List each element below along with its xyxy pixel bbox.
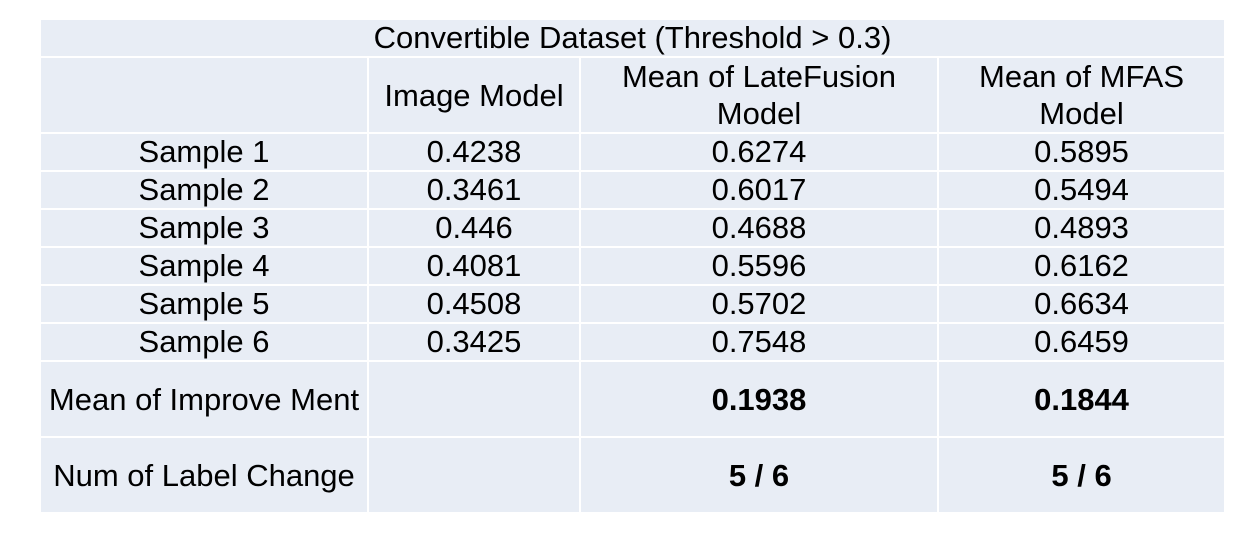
table-row: Sample 2 0.3461 0.6017 0.5494 [41, 170, 1225, 210]
table-cell: 5 / 6 [579, 436, 939, 512]
table-cell: 0.5702 [579, 284, 939, 324]
table-row: Sample 4 0.4081 0.5596 0.6162 [41, 246, 1225, 286]
table-cell: 0.6274 [579, 132, 939, 172]
row-label: Sample 1 [41, 132, 369, 172]
table-cell: 0.4688 [579, 208, 939, 248]
table-cell: 0.4081 [367, 246, 581, 286]
row-label: Sample 4 [41, 246, 369, 286]
table-cell: 0.6459 [936, 322, 1225, 362]
header-cell-corner [41, 56, 369, 134]
title-row: Convertible Dataset (Threshold > 0.3) [41, 20, 1225, 58]
table-cell: 0.446 [367, 208, 581, 248]
table-cell [367, 360, 581, 438]
header-row: Image Model Mean of LateFusion Model Mea… [41, 56, 1225, 134]
table-cell: 0.6017 [579, 170, 939, 210]
row-label: Sample 5 [41, 284, 369, 324]
table-row: Sample 1 0.4238 0.6274 0.5895 [41, 132, 1225, 172]
table-cell: 0.7548 [579, 322, 939, 362]
results-table: Convertible Dataset (Threshold > 0.3) Im… [41, 20, 1225, 512]
row-label: Num of Label Change [41, 436, 369, 512]
table-cell [367, 436, 581, 512]
table-cell: 0.3425 [367, 322, 581, 362]
table-row: Sample 5 0.4508 0.5702 0.6634 [41, 284, 1225, 324]
table-cell: 0.1844 [936, 360, 1225, 438]
table-cell: 0.6162 [936, 246, 1225, 286]
header-cell-mfas: Mean of MFAS Model [936, 56, 1225, 134]
row-label: Sample 3 [41, 208, 369, 248]
header-cell-latefusion: Mean of LateFusion Model [579, 56, 939, 134]
table-cell: 0.4238 [367, 132, 581, 172]
table-cell: 0.3461 [367, 170, 581, 210]
table-cell: 0.4508 [367, 284, 581, 324]
table-cell: 5 / 6 [936, 436, 1225, 512]
table-row: Sample 6 0.3425 0.7548 0.6459 [41, 322, 1225, 362]
summary-row-label-change: Num of Label Change 5 / 6 5 / 6 [41, 436, 1225, 512]
table-cell: 0.5895 [936, 132, 1225, 172]
table-row: Sample 3 0.446 0.4688 0.4893 [41, 208, 1225, 248]
row-label: Sample 6 [41, 322, 369, 362]
table-cell: 0.1938 [579, 360, 939, 438]
row-label: Mean of Improve Ment [41, 360, 369, 438]
table-cell: 0.4893 [936, 208, 1225, 248]
row-label: Sample 2 [41, 170, 369, 210]
header-cell-image-model: Image Model [367, 56, 581, 134]
table-cell: 0.5596 [579, 246, 939, 286]
table-cell: 0.5494 [936, 170, 1225, 210]
table-title: Convertible Dataset (Threshold > 0.3) [41, 20, 1225, 58]
table-cell: 0.6634 [936, 284, 1225, 324]
summary-row-mean-improvement: Mean of Improve Ment 0.1938 0.1844 [41, 360, 1225, 438]
